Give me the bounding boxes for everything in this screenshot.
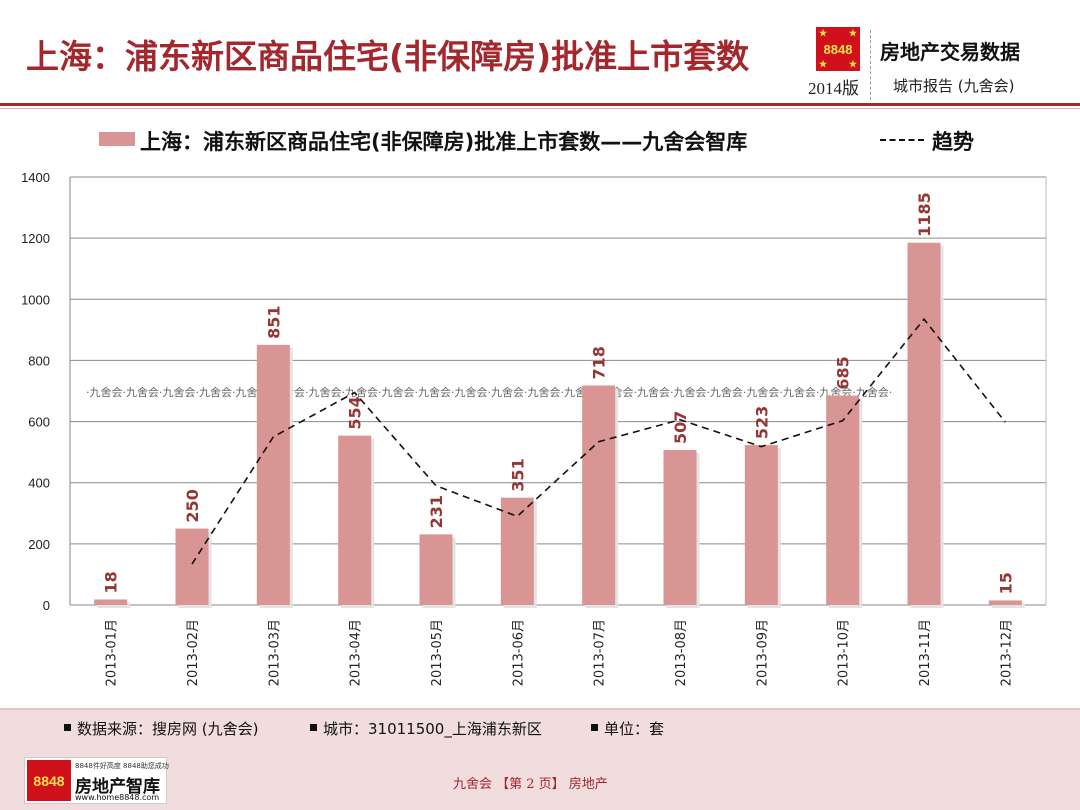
y-tick-label: 600: [28, 415, 50, 430]
x-tick-label: 2013-09月: [755, 619, 770, 686]
data-label: 554: [346, 396, 365, 429]
bar: [582, 385, 616, 605]
header-rule-thin: [0, 108, 1080, 109]
data-label: 231: [427, 495, 446, 528]
trend-line: [191, 317, 1006, 565]
footer-logo-mark: 8848: [27, 760, 71, 801]
bar-shadow: [97, 602, 131, 608]
x-tick-label: 2013-10月: [837, 619, 852, 686]
x-tick-label: 2013-04月: [349, 619, 364, 686]
x-tick-label: 2013-05月: [430, 619, 445, 686]
header: 上海：浦东新区商品住宅(非保障房)批准上市套数 ★ ★ ★ ★ 8848 201…: [0, 0, 1080, 109]
legend-bar-swatch: [99, 132, 135, 146]
x-tick-label: 2013-07月: [593, 619, 608, 686]
data-label: 351: [508, 458, 527, 491]
watermark-text: ·九舍会·九舍会·九舍会·九舍会·九舍会·九舍会·九舍会·九舍会·九舍会·九舍会…: [86, 385, 892, 399]
bar: [663, 450, 697, 605]
logo-text: 8848: [823, 41, 853, 57]
x-tick-label: 2013-02月: [186, 619, 201, 686]
unit-note: 单位：套: [591, 718, 664, 739]
star-icon: ★: [848, 59, 857, 69]
edition-label: 2014版: [808, 79, 859, 98]
data-label: 718: [590, 346, 609, 379]
y-tick-label: 400: [28, 476, 50, 491]
data-label: 851: [264, 305, 283, 338]
bar-chart: 0 200 400 600 800 1000 1200 1400 ·九舍会·九舍会·九舍会·九舍…: [21, 170, 1047, 686]
legend-series-label: 上海：浦东新区商品住宅(非保障房)批准上市套数——九舍会智库: [140, 130, 748, 154]
header-divider: [870, 30, 871, 100]
x-tick-label: 2013-03月: [267, 619, 282, 686]
header-rule: [0, 103, 1080, 106]
x-tick-label: 2013-01月: [105, 619, 120, 686]
x-tick-label: 2013-12月: [999, 619, 1014, 686]
footer-logo-name: 房地产智库: [75, 777, 160, 797]
legend-trend-swatch: [880, 139, 924, 141]
footer-rule: [0, 708, 1080, 710]
city-note: 城市：31011500_上海浦东新区: [310, 718, 542, 739]
page-title: 上海：浦东新区商品住宅(非保障房)批准上市套数: [26, 37, 750, 76]
y-tick-label: 1000: [21, 292, 50, 307]
data-label: 507: [671, 411, 690, 444]
source-note: 数据来源：搜房网 (九舍会): [64, 718, 258, 739]
brand-title: 房地产交易数据: [880, 40, 1020, 64]
x-tick-label: 2013-11月: [918, 619, 933, 686]
bar: [338, 435, 372, 605]
y-tick-label: 1400: [21, 170, 50, 185]
x-tick-label: 2013-06月: [511, 619, 526, 686]
bar: [419, 534, 453, 605]
star-icon: ★: [848, 28, 857, 38]
footer-logo: 8848 8848件好高度 8848助您成功 房地产智库 www.home884…: [24, 757, 169, 804]
y-tick-label: 800: [28, 353, 50, 368]
data-label: 18: [102, 571, 121, 593]
footer-band: [0, 710, 1080, 810]
data-label: 1185: [915, 192, 934, 237]
bar: [256, 344, 290, 605]
y-tick-label: 0: [43, 598, 50, 613]
bar-shadow: [991, 603, 1025, 608]
footer-logo-url: www.home8848.com: [75, 793, 160, 802]
data-label: 685: [834, 356, 853, 389]
bar: [988, 600, 1022, 605]
data-label: 15: [996, 572, 1015, 594]
y-tick-label: 200: [28, 537, 50, 552]
bar: [175, 528, 209, 605]
bar: [907, 242, 941, 605]
brand-logo: ★ ★ ★ ★ 8848: [816, 27, 860, 71]
data-label: 250: [183, 489, 202, 522]
star-icon: ★: [819, 28, 828, 38]
footer-logo-tagline: 8848件好高度 8848助您成功: [75, 762, 169, 770]
bar: [500, 497, 534, 605]
bar: [744, 445, 778, 605]
star-icon: ★: [819, 59, 828, 69]
page-footer: 九舍会 【第 2 页】 房地产: [453, 777, 608, 792]
data-label: 523: [752, 406, 771, 439]
bar: [94, 599, 128, 605]
x-tick-label: 2013-08月: [674, 619, 689, 686]
bar: [826, 395, 860, 605]
brand-subtitle: 城市报告 (九舍会): [893, 77, 1015, 95]
y-tick-label: 1200: [21, 231, 50, 246]
legend-trend-label: 趋势: [932, 130, 974, 154]
